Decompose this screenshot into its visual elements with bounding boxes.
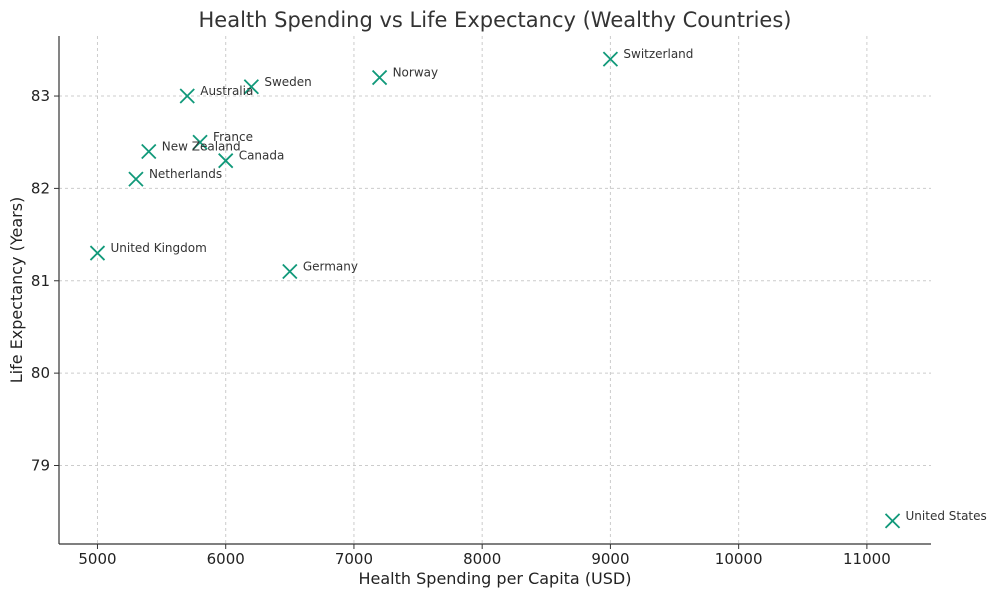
point-label: Switzerland bbox=[623, 47, 693, 61]
x-tick-label: 8000 bbox=[463, 550, 501, 568]
x-tick-label: 5000 bbox=[78, 550, 116, 568]
data-point: Germany bbox=[282, 260, 358, 280]
point-label: Germany bbox=[303, 260, 358, 274]
data-point: Sweden bbox=[243, 75, 312, 95]
x-marker bbox=[128, 171, 144, 187]
y-tick-label: 80 bbox=[31, 364, 50, 382]
point-label: Sweden bbox=[264, 75, 311, 89]
tick-labels: 5000 6000 7000 8000 9000 10000 11000 79 80 81 82 83 bbox=[31, 87, 891, 568]
point-label: Norway bbox=[393, 66, 439, 80]
x-marker bbox=[218, 153, 234, 169]
data-point: Canada bbox=[218, 149, 285, 169]
y-tick-label: 81 bbox=[31, 272, 50, 290]
point-label: Canada bbox=[239, 149, 285, 163]
x-marker bbox=[192, 134, 208, 150]
x-axis-label: Health Spending per Capita (USD) bbox=[359, 569, 632, 588]
x-tick-label: 11000 bbox=[843, 550, 891, 568]
point-label: Australia bbox=[200, 84, 253, 98]
x-marker bbox=[243, 79, 259, 95]
x-tick-label: 9000 bbox=[591, 550, 629, 568]
grid bbox=[59, 36, 931, 544]
y-tick-label: 83 bbox=[31, 87, 50, 105]
x-marker bbox=[602, 51, 619, 67]
x-marker bbox=[179, 88, 195, 104]
data-point: Norway bbox=[371, 66, 439, 86]
x-tick-label: 7000 bbox=[335, 550, 373, 568]
point-label: United States bbox=[906, 509, 987, 523]
data-point: Australia bbox=[179, 84, 253, 104]
axes bbox=[54, 36, 931, 549]
y-tick-label: 82 bbox=[31, 179, 50, 197]
data-point: Switzerland bbox=[602, 47, 693, 67]
data-point: United States bbox=[884, 509, 987, 529]
x-tick-label: 6000 bbox=[207, 550, 245, 568]
x-marker bbox=[141, 143, 157, 160]
x-marker bbox=[371, 69, 388, 86]
x-tick-label: 10000 bbox=[715, 550, 763, 568]
point-label: United Kingdom bbox=[110, 241, 206, 255]
y-tick-label: 79 bbox=[31, 456, 50, 474]
chart-title: Health Spending vs Life Expectancy (Weal… bbox=[198, 8, 791, 32]
data-point: Netherlands bbox=[128, 167, 222, 187]
point-label: New Zealand bbox=[162, 139, 241, 153]
point-label: France bbox=[213, 130, 253, 144]
data-point: United Kingdom bbox=[89, 241, 207, 261]
data-point: New Zealand bbox=[141, 139, 241, 160]
x-marker bbox=[884, 513, 901, 529]
x-marker bbox=[282, 263, 298, 280]
x-marker bbox=[89, 245, 106, 261]
point-label: Netherlands bbox=[149, 167, 222, 181]
data-points: United States Switzerland Norway Sweden Aust… bbox=[89, 47, 987, 529]
data-point: France bbox=[192, 130, 253, 150]
y-axis-label: Life Expectancy (Years) bbox=[7, 197, 26, 384]
